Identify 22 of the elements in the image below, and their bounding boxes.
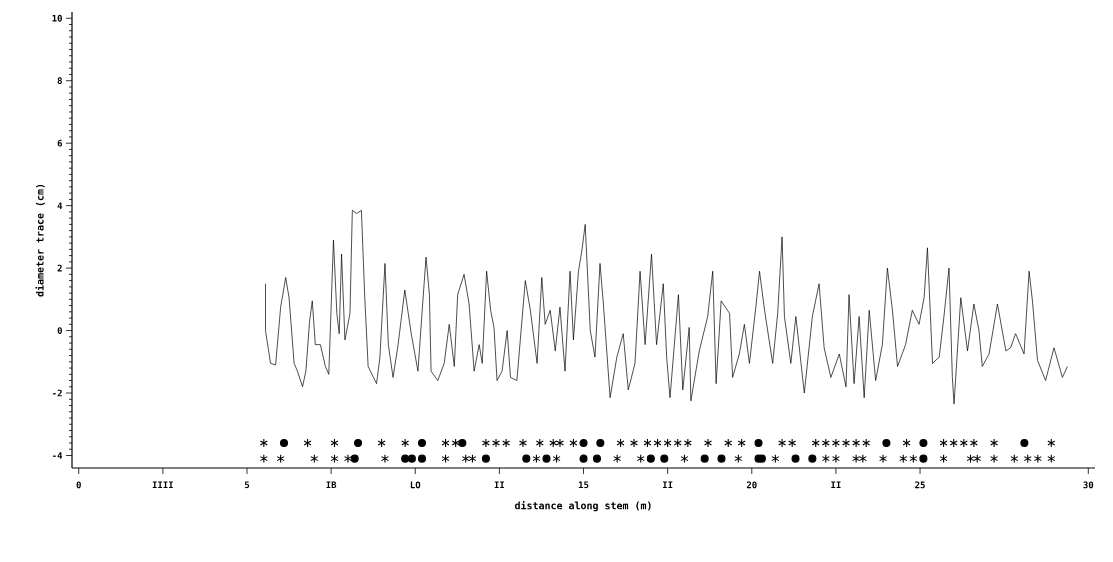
y-tick-label: -4 (53, 452, 63, 459)
y-tick-label: -2 (53, 389, 62, 397)
x-tick-label: LO (410, 481, 421, 489)
x-tick-label: II (494, 481, 505, 489)
x-tick-label: 0 (76, 481, 81, 489)
x-tick-label: 5 (244, 481, 250, 489)
x-tick-label: 20 (746, 481, 757, 489)
x-tick-label: II (831, 481, 841, 489)
y-axis-title: diameter trace (cm) (35, 184, 45, 297)
x-tick-label: II (663, 481, 673, 489)
y-tick-label: 8 (57, 77, 62, 85)
y-tick-label: 4 (57, 202, 63, 209)
y-tick-label: 2 (57, 264, 62, 272)
x-tick-label: IB (326, 481, 337, 489)
y-tick-label: 10 (52, 14, 62, 22)
x-tick-label: 15 (578, 481, 589, 489)
y-tick-label: 0 (57, 327, 62, 334)
y-tick-label: 6 (57, 139, 63, 147)
x-axis-title: distance along stem (m) (514, 501, 651, 512)
x-tick-label: 30 (1083, 481, 1094, 489)
x-tick-label: 25 (915, 481, 925, 489)
x-tick-label: IIII (152, 481, 173, 489)
